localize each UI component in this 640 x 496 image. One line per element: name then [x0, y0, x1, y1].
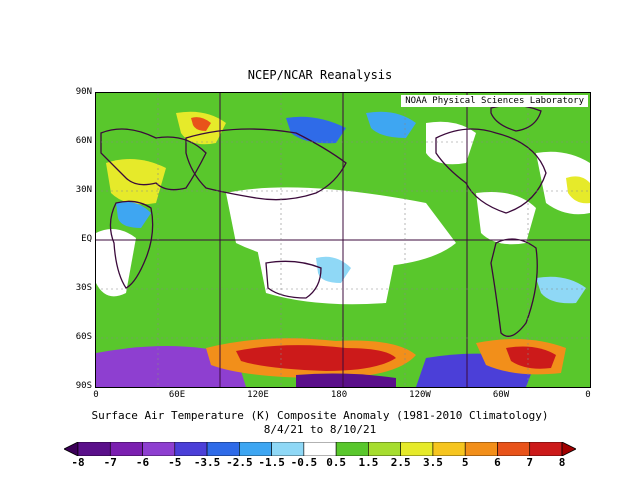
lon-tick: 60W [492, 390, 510, 400]
lab-label: NOAA Physical Sciences Laboratory [401, 95, 588, 107]
anomaly-region [191, 117, 211, 131]
lat-tick: 90N [75, 87, 92, 97]
anomaly-region [566, 176, 590, 204]
colorbar-swatch [303, 442, 337, 456]
colorbar-label: 5 [461, 456, 469, 469]
lon-tick: 0 [585, 390, 591, 400]
colorbar-swatch [206, 442, 240, 456]
colorbar-swatch [529, 442, 563, 456]
lon-tick: 120W [409, 390, 431, 400]
anomaly-region [286, 116, 346, 144]
lat-tick: 30N [75, 185, 92, 195]
colorbar-label: 0.5 [326, 456, 347, 469]
lon-tick: 180 [330, 390, 348, 400]
colorbar-swatch [174, 442, 208, 456]
lat-tick: 90S [75, 381, 92, 391]
colorbar-swatch [400, 442, 434, 456]
date-range: 8/4/21 to 8/10/21 [263, 423, 377, 436]
colorbar-swatch [239, 442, 272, 456]
colorbar-label: -8 [71, 456, 85, 469]
colorbar-label: -1.5 [258, 456, 285, 469]
anomaly-region [506, 346, 556, 369]
colorbar-label: -0.5 [290, 456, 318, 469]
colorbar-label: -7 [103, 456, 117, 469]
colorbar-arrow-high [561, 442, 576, 456]
anomaly-region [236, 345, 396, 371]
colorbar-label: 6 [494, 456, 501, 469]
anomaly-region [426, 121, 476, 165]
lat-tick: 60S [75, 332, 92, 342]
map-caption: Surface Air Temperature (K) Composite An… [91, 409, 549, 422]
lat-tick: EQ [81, 234, 92, 244]
lon-tick: 60E [168, 390, 186, 400]
colorbar-swatch [142, 442, 176, 456]
map-canvas [96, 93, 590, 387]
colorbar-swatch [432, 442, 466, 456]
minor-grid [96, 93, 590, 387]
colorbar-swatch [497, 442, 531, 456]
anomaly-region [296, 373, 396, 387]
colorbar-swatch [368, 442, 401, 456]
anomaly-map: NOAA Physical Sciences Laboratory [95, 92, 591, 388]
colorbar-label: 2.5 [390, 456, 411, 469]
colorbar-label: 7 [526, 456, 534, 469]
lon-tick: 120E [247, 390, 269, 400]
colorbar-arrow-low [64, 442, 79, 456]
colorbar-swatch [335, 442, 369, 456]
colorbar-label: -5 [168, 456, 182, 469]
anomaly-region [476, 192, 536, 245]
anomaly-region [366, 111, 416, 138]
colorbar-swatch [109, 442, 143, 456]
colorbar-label: -3.5 [193, 456, 221, 469]
anomaly-region [116, 201, 151, 228]
colorbar [64, 442, 576, 456]
lat-tick: 30S [75, 283, 92, 293]
colorbar-labels: -8 -7 -6 -5 -3.5 -2.5 -1.5 -0.5 0.5 1.5 2.5 3.5 5 6 7 8 [0, 456, 640, 470]
chart-title: NCEP/NCAR Reanalysis [247, 68, 393, 82]
colorbar-label: -2.5 [226, 456, 253, 469]
colorbar-label: -6 [135, 456, 150, 469]
colorbar-swatch [464, 442, 498, 456]
colorbar-label: 8 [558, 456, 566, 469]
lat-tick: 60N [75, 136, 92, 146]
anomaly-region [106, 159, 166, 205]
colorbar-swatch [77, 442, 111, 456]
anomaly-region [316, 256, 351, 283]
anomaly-region [536, 276, 586, 304]
colorbar-label: 1.5 [358, 456, 379, 469]
lon-tick: 0 [93, 390, 99, 400]
colorbar-label: 3.5 [422, 456, 443, 469]
colorbar-swatch [271, 442, 305, 456]
